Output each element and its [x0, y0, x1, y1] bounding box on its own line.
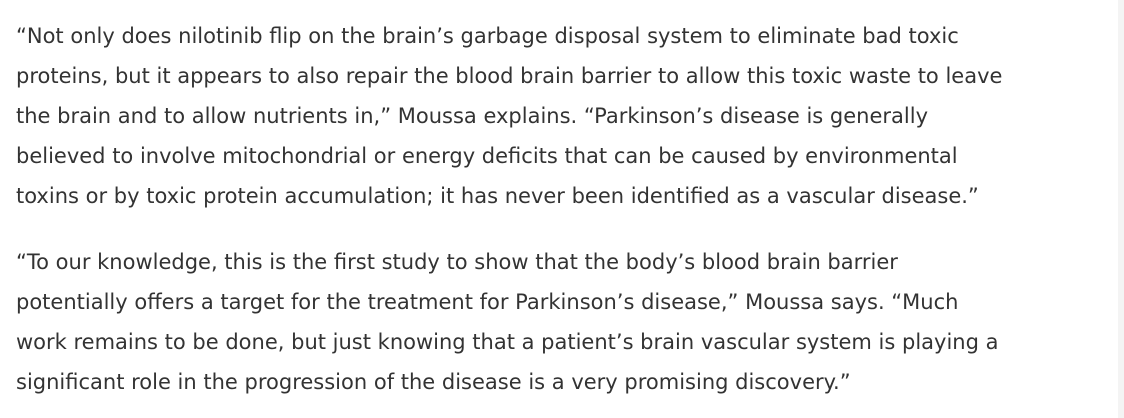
- article-paragraph-2: “To our knowledge, this is the first stu…: [16, 250, 999, 394]
- scrollbar-track[interactable]: [1118, 0, 1124, 418]
- article-body: “Not only does nilotinib flip on the bra…: [16, 16, 1106, 402]
- article-paragraph-1: “Not only does nilotinib flip on the bra…: [16, 24, 1003, 208]
